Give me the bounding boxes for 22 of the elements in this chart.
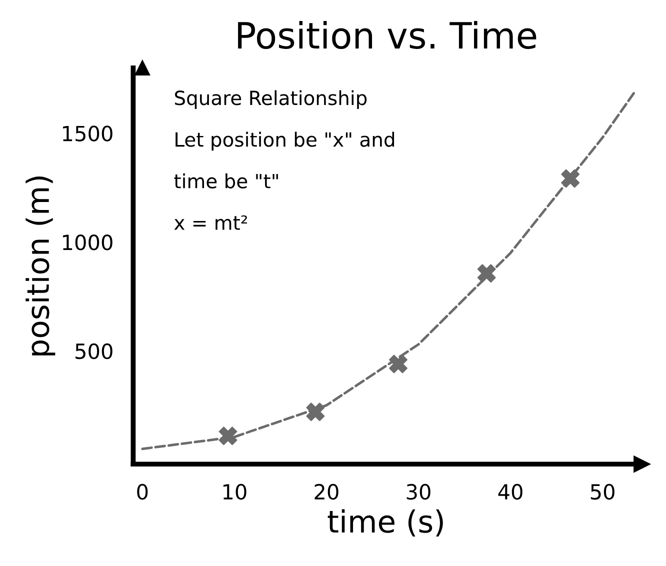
point	[389, 354, 408, 374]
x-tick-label: 10	[223, 484, 246, 500]
point	[218, 426, 238, 446]
chart-title: Position vs. Time	[238, 21, 536, 49]
y-tick-label: 1500	[63, 126, 112, 142]
x-tick-label: 20	[314, 484, 338, 500]
annotation: x = mt²	[174, 215, 247, 230]
point	[306, 402, 325, 422]
point	[561, 169, 580, 188]
x-tick-label: 50	[590, 484, 614, 500]
annotation: time be "t"	[174, 173, 278, 188]
line-series	[141, 90, 636, 450]
x-tick-label: 40	[498, 484, 522, 500]
y-tick-label: 500	[76, 343, 112, 360]
x-axis-title: time (s)	[328, 509, 443, 537]
annotation: Let position be "x" and	[176, 132, 394, 151]
y-tick-label: 1000	[63, 234, 112, 250]
point	[477, 264, 496, 283]
x-tick-label: 30	[406, 484, 430, 500]
y-axis-title: position (m)	[26, 176, 56, 356]
annotation: Square Relationship	[174, 90, 367, 110]
x-tick-label: 0	[137, 484, 148, 500]
